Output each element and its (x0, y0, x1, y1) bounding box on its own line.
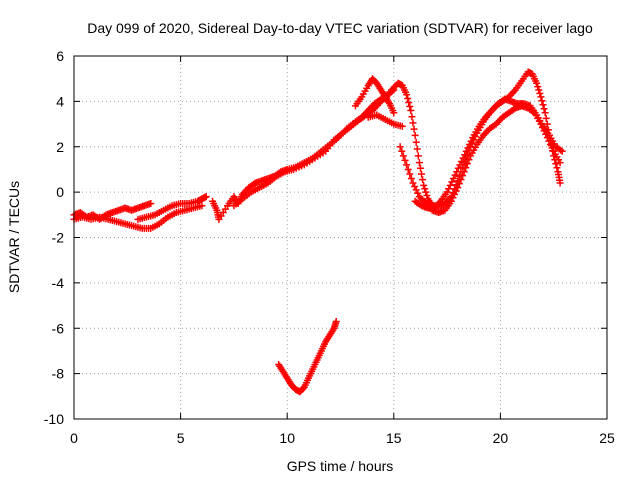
data-point (422, 188, 430, 196)
data-point (556, 159, 564, 167)
data-point (411, 182, 419, 190)
data-point (457, 176, 465, 184)
y-tick-label: 0 (56, 184, 64, 200)
data-point (553, 164, 561, 172)
data-point (407, 106, 415, 114)
data-point (407, 175, 415, 183)
data-point (552, 160, 560, 168)
data-point (538, 97, 546, 105)
data-point (404, 95, 412, 103)
data-point (410, 125, 418, 133)
series-trace-g (364, 111, 406, 130)
data-point (412, 138, 420, 146)
x-axis-title: GPS time / hours (287, 458, 394, 474)
data-point (414, 152, 422, 160)
y-tick-label: -10 (44, 411, 64, 427)
series-trace-k (275, 317, 340, 396)
data-point (556, 179, 564, 187)
data-point (465, 156, 473, 164)
data-point (542, 114, 550, 122)
data-point (411, 131, 419, 139)
data-point (454, 184, 462, 192)
x-tick-label: 20 (493, 430, 509, 446)
data-point (540, 105, 548, 113)
chart-title: Day 099 of 2020, Sidereal Day-to-day VTE… (87, 20, 593, 36)
data-point (403, 161, 411, 169)
data-point (459, 172, 467, 180)
data-point (418, 170, 426, 178)
data-point (405, 99, 413, 107)
y-tick-label: 4 (56, 93, 64, 109)
data-point (462, 164, 470, 172)
data-point (537, 93, 545, 101)
plot-frame (73, 55, 608, 420)
data-point (415, 159, 423, 167)
data-point (460, 168, 468, 176)
series-trace-b (70, 202, 206, 232)
data-point (423, 192, 431, 200)
data-point (541, 109, 549, 117)
x-tick-label: 10 (279, 430, 295, 446)
data-points (70, 68, 566, 396)
data-point (147, 199, 155, 207)
data-point (539, 101, 547, 109)
data-point (534, 83, 542, 91)
data-point (396, 143, 404, 151)
data-point (398, 147, 406, 155)
data-point (455, 180, 463, 188)
data-point (401, 156, 409, 164)
data-point (463, 160, 471, 168)
x-tick-labels: 0 5 10 15 20 25 (70, 430, 615, 446)
data-point (332, 317, 340, 325)
data-point (419, 176, 427, 184)
data-point (399, 152, 407, 160)
x-tick-label: 5 (177, 430, 185, 446)
data-point (533, 79, 541, 87)
data-point (421, 185, 429, 193)
data-point (420, 181, 428, 189)
data-point (413, 145, 421, 153)
data-point (198, 202, 206, 210)
x-tick-label: 15 (386, 430, 402, 446)
y-tick-label: -2 (52, 230, 65, 246)
data-point (416, 164, 424, 172)
data-point (202, 193, 210, 201)
y-tick-labels: -10 -8 -6 -4 -2 0 2 4 6 (44, 48, 64, 427)
series-trace-j (411, 95, 566, 212)
x-tick-label: 0 (70, 430, 78, 446)
data-point (536, 89, 544, 97)
series-trace-c (134, 193, 210, 223)
data-point (446, 181, 454, 189)
data-point (543, 120, 551, 128)
y-tick-label: -6 (52, 320, 65, 336)
y-tick-label: -4 (52, 275, 65, 291)
series-trace-e (230, 93, 389, 210)
data-point (409, 119, 417, 127)
data-point (406, 170, 414, 178)
y-tick-label: -8 (52, 366, 65, 382)
data-point (558, 147, 566, 155)
data-point (403, 91, 411, 99)
data-point (390, 109, 398, 117)
y-tick-label: 2 (56, 139, 64, 155)
data-point (404, 165, 412, 173)
data-point (406, 102, 414, 110)
y-tick-label: 6 (56, 48, 64, 64)
data-point (408, 113, 416, 121)
data-point (398, 122, 406, 130)
series-trace-f (351, 75, 398, 117)
data-point (535, 86, 543, 94)
y-axis-title: SDTVAR / TECUs (6, 181, 22, 293)
data-point (409, 179, 417, 187)
x-tick-label: 25 (599, 430, 615, 446)
